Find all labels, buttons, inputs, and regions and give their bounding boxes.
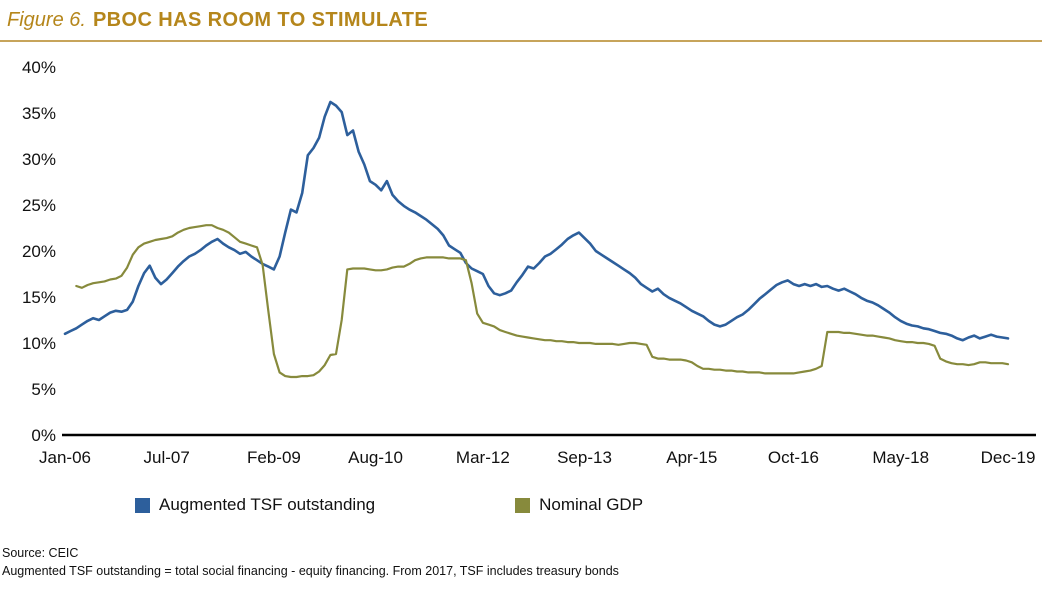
x-axis-tick-label: Jan-06 — [39, 448, 91, 467]
y-axis-tick-label: 5% — [31, 380, 56, 399]
chart-title: Figure 6. PBOC HAS ROOM TO STIMULATE — [7, 9, 428, 32]
definition-note: Augmented TSF outstanding = total social… — [2, 564, 619, 578]
x-axis-tick-label: Jul-07 — [143, 448, 189, 467]
y-axis-tick-label: 40% — [22, 58, 56, 77]
series-line-augmented-tsf-outstanding — [63, 100, 1010, 342]
x-axis-tick-label: Sep-13 — [557, 448, 612, 467]
page-title: PBOC HAS ROOM TO STIMULATE — [92, 9, 429, 31]
y-axis-tick-label: 0% — [31, 426, 56, 445]
legend-item-augmented-tsf: Augmented TSF outstanding — [135, 495, 375, 515]
x-axis-tick-label: Apr-15 — [666, 448, 717, 467]
legend-label-augmented-tsf: Augmented TSF outstanding — [159, 495, 376, 514]
y-axis-tick-label: 35% — [22, 104, 56, 123]
legend-swatch-nominal-gdp — [515, 497, 531, 513]
x-axis-tick-label: Feb-09 — [247, 448, 301, 467]
source-note: Source: CEIC — [2, 546, 79, 560]
y-axis-tick-label: 10% — [22, 334, 56, 353]
y-axis-tick-label: 20% — [22, 242, 56, 261]
chart-legend: Augmented TSF outstanding Nominal GDP — [135, 495, 643, 515]
x-axis-tick-label: Dec-19 — [981, 448, 1036, 467]
y-axis-tick-label: 25% — [22, 196, 56, 215]
title-divider — [0, 40, 1042, 42]
series-line-nominal-gdp — [75, 224, 1010, 379]
y-axis-tick-label: 30% — [22, 150, 56, 169]
figure-label: Figure 6. — [7, 9, 86, 31]
x-axis-tick-label: May-18 — [872, 448, 929, 467]
chart-svg: 0% 5% 10% 15% 20% 25% 30% 35% 40% Jan-06 Jul-07 Feb… — [22, 58, 1036, 467]
x-axis-tick-label: Oct-16 — [768, 448, 819, 467]
x-axis-tick-label: Mar-12 — [456, 448, 510, 467]
legend-label-nominal-gdp: Nominal GDP — [539, 495, 644, 514]
y-axis-tick-label: 15% — [22, 288, 56, 307]
legend-item-nominal-gdp: Nominal GDP — [515, 495, 643, 515]
legend-swatch-augmented-tsf — [135, 497, 150, 513]
x-axis-tick-label: Aug-10 — [348, 448, 403, 467]
